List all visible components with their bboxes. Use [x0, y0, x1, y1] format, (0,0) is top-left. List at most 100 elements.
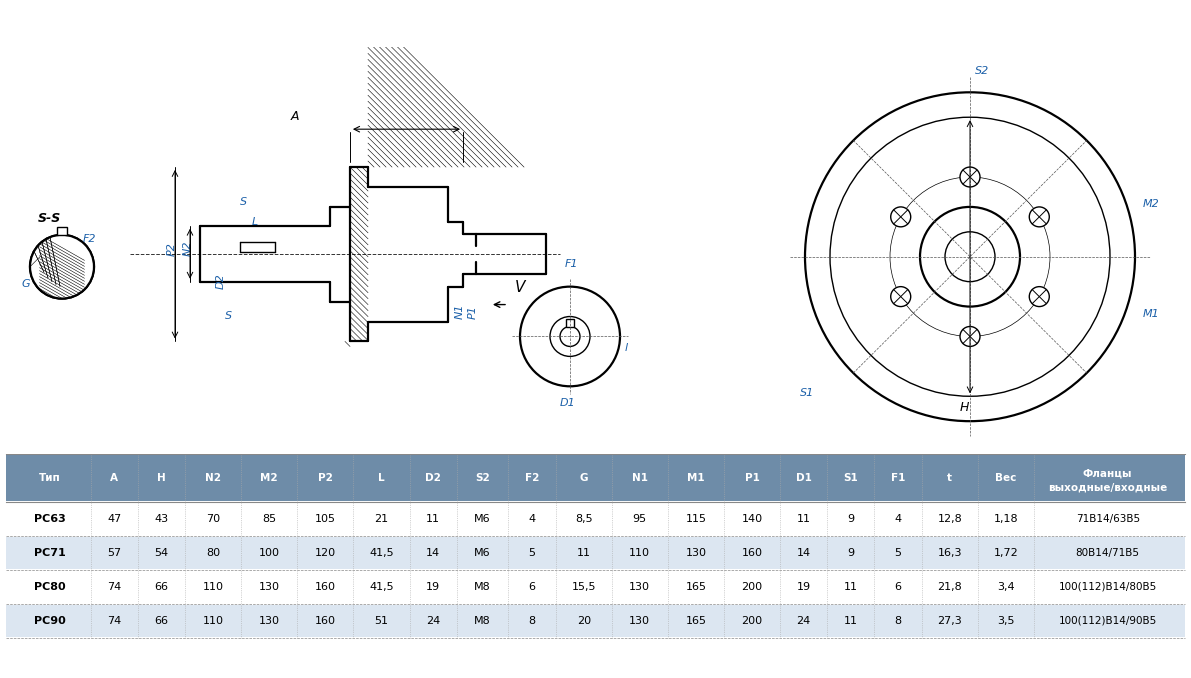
- Text: 3,4: 3,4: [997, 582, 1015, 592]
- Text: P2: P2: [167, 242, 177, 256]
- Text: V: V: [515, 279, 525, 295]
- Text: L: L: [252, 217, 258, 227]
- Text: 100(112)В14/90В5: 100(112)В14/90В5: [1059, 616, 1156, 626]
- Text: N1: N1: [455, 303, 464, 319]
- Text: 66: 66: [155, 616, 169, 626]
- Text: S2: S2: [975, 66, 990, 77]
- Text: D2: D2: [216, 273, 226, 289]
- Text: 15,5: 15,5: [572, 582, 596, 592]
- Text: L: L: [379, 473, 385, 483]
- Text: 80В14/71В5: 80В14/71В5: [1075, 548, 1140, 558]
- Text: 16,3: 16,3: [937, 548, 962, 558]
- Text: 14: 14: [426, 548, 441, 558]
- Text: 200: 200: [741, 616, 762, 626]
- Circle shape: [30, 235, 94, 298]
- Text: l: l: [625, 344, 628, 353]
- Text: 8: 8: [894, 616, 902, 626]
- FancyBboxPatch shape: [566, 319, 574, 327]
- Text: РС71: РС71: [35, 548, 66, 558]
- Text: 110: 110: [202, 616, 224, 626]
- Text: 130: 130: [258, 616, 280, 626]
- Text: A: A: [111, 473, 118, 483]
- Text: 100: 100: [258, 548, 280, 558]
- Text: M6: M6: [474, 548, 491, 558]
- Text: 8: 8: [529, 616, 536, 626]
- FancyBboxPatch shape: [57, 227, 67, 235]
- Text: t: t: [947, 473, 953, 483]
- Text: 51: 51: [374, 616, 388, 626]
- Text: 80: 80: [206, 548, 220, 558]
- Text: 1,72: 1,72: [993, 548, 1018, 558]
- Text: G: G: [21, 279, 31, 289]
- Text: D1: D1: [796, 473, 811, 483]
- Text: 11: 11: [844, 582, 858, 592]
- Text: Размеры и вес: Размеры и вес: [14, 14, 225, 38]
- Text: 11: 11: [576, 548, 591, 558]
- Text: 21,8: 21,8: [937, 582, 962, 592]
- Text: S2: S2: [475, 473, 490, 483]
- Text: G: G: [580, 473, 588, 483]
- Text: D1: D1: [560, 398, 575, 408]
- Text: Фланцы: Фланцы: [1083, 468, 1133, 479]
- Text: M2: M2: [1143, 199, 1160, 209]
- Text: M8: M8: [474, 616, 491, 626]
- Text: 66: 66: [155, 582, 169, 592]
- Text: 8,5: 8,5: [575, 514, 592, 524]
- Text: 19: 19: [426, 582, 441, 592]
- FancyBboxPatch shape: [6, 456, 1185, 501]
- Text: 4: 4: [894, 514, 902, 524]
- Text: 6: 6: [529, 582, 536, 592]
- Text: 160: 160: [314, 582, 336, 592]
- Text: M2: M2: [261, 473, 279, 483]
- Text: S1: S1: [843, 473, 859, 483]
- Text: 6: 6: [894, 582, 902, 592]
- Text: 20: 20: [576, 616, 591, 626]
- Text: P1: P1: [468, 304, 478, 319]
- Text: 11: 11: [797, 514, 811, 524]
- Text: 1,18: 1,18: [993, 514, 1018, 524]
- Text: 120: 120: [314, 548, 336, 558]
- Text: 95: 95: [632, 514, 647, 524]
- Text: 160: 160: [742, 548, 762, 558]
- Text: 71В14/63В5: 71В14/63В5: [1075, 514, 1140, 524]
- Text: 43: 43: [155, 514, 169, 524]
- Text: N2: N2: [183, 240, 193, 256]
- Text: 27,3: 27,3: [937, 616, 962, 626]
- Text: Вес: Вес: [996, 473, 1016, 483]
- Text: 24: 24: [426, 616, 441, 626]
- Text: 130: 130: [258, 582, 280, 592]
- Text: 105: 105: [314, 514, 336, 524]
- Text: 5: 5: [894, 548, 902, 558]
- Text: 115: 115: [685, 514, 706, 524]
- Text: 200: 200: [741, 582, 762, 592]
- Text: N1: N1: [631, 473, 648, 483]
- Text: M1: M1: [687, 473, 705, 483]
- Text: 9: 9: [847, 514, 854, 524]
- Text: 85: 85: [262, 514, 276, 524]
- Text: 21: 21: [374, 514, 388, 524]
- Text: 9: 9: [847, 548, 854, 558]
- Text: 100(112)В14/80В5: 100(112)В14/80В5: [1059, 582, 1156, 592]
- Text: M8: M8: [474, 582, 491, 592]
- Text: 11: 11: [426, 514, 441, 524]
- Text: F1: F1: [891, 473, 905, 483]
- Text: 3,5: 3,5: [997, 616, 1015, 626]
- Text: S1: S1: [800, 388, 815, 398]
- Text: 47: 47: [107, 514, 121, 524]
- Circle shape: [891, 287, 911, 306]
- Text: 70: 70: [206, 514, 220, 524]
- Circle shape: [891, 207, 911, 227]
- Text: 165: 165: [685, 582, 706, 592]
- Text: РС90: РС90: [35, 616, 66, 626]
- FancyBboxPatch shape: [6, 537, 1185, 569]
- Text: H: H: [960, 401, 969, 414]
- Text: F2: F2: [525, 473, 540, 483]
- Text: РС80: РС80: [35, 582, 66, 592]
- Text: 110: 110: [202, 582, 224, 592]
- Text: 110: 110: [629, 548, 650, 558]
- Text: 74: 74: [107, 582, 121, 592]
- Text: A: A: [291, 111, 299, 123]
- Text: 54: 54: [155, 548, 169, 558]
- Text: M6: M6: [474, 514, 491, 524]
- Text: S: S: [225, 311, 232, 321]
